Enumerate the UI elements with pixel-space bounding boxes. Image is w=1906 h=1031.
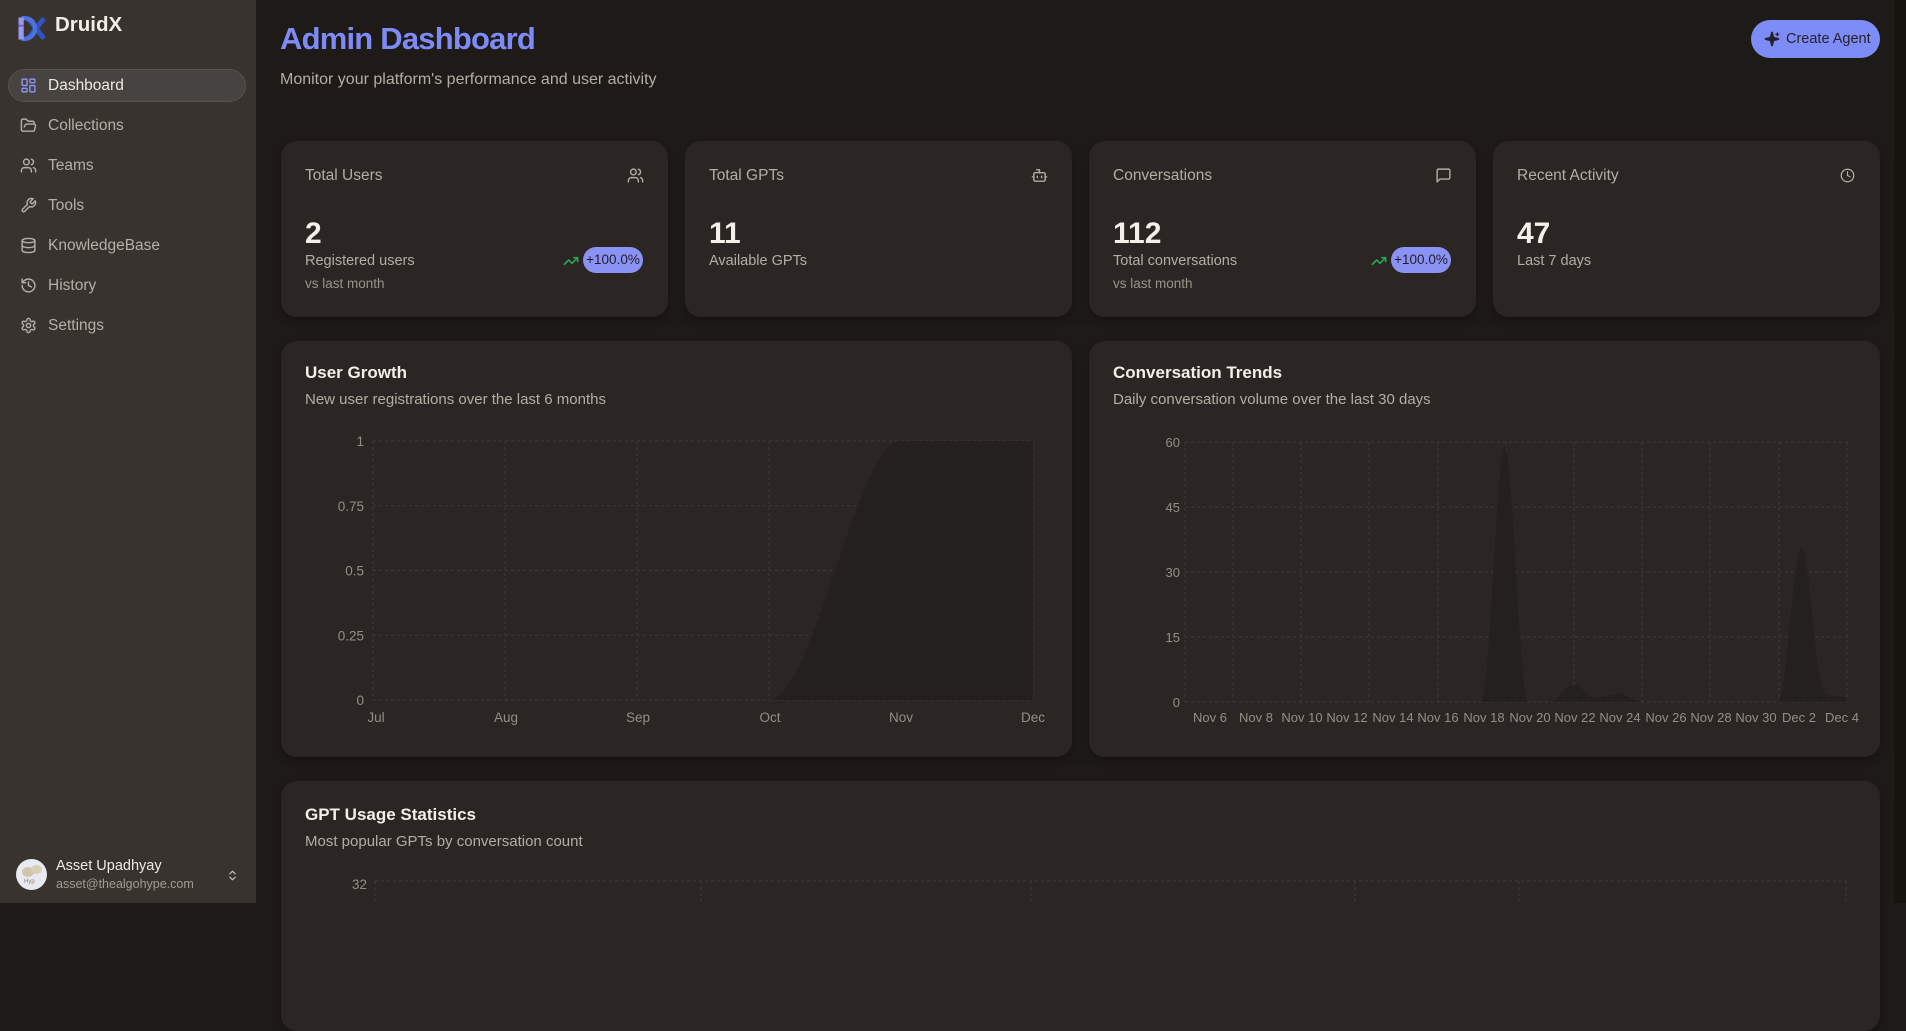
svg-text:Jul: Jul xyxy=(367,710,384,725)
svg-text:Aug: Aug xyxy=(494,710,518,725)
svg-text:Nov 16: Nov 16 xyxy=(1417,710,1458,725)
svg-text:Oct: Oct xyxy=(759,710,780,725)
svg-text:Nov 6: Nov 6 xyxy=(1193,710,1227,725)
svg-text:0.5: 0.5 xyxy=(345,564,364,579)
svg-text:Sep: Sep xyxy=(626,710,650,725)
svg-text:Nov 18: Nov 18 xyxy=(1463,710,1504,725)
svg-text:30: 30 xyxy=(1166,565,1180,580)
svg-text:0: 0 xyxy=(1173,695,1180,710)
svg-text:Nov 10: Nov 10 xyxy=(1281,710,1322,725)
svg-text:Nov 26: Nov 26 xyxy=(1645,710,1686,725)
svg-text:60: 60 xyxy=(1166,435,1180,450)
svg-text:Dec 2: Dec 2 xyxy=(1782,710,1816,725)
svg-text:Nov 30: Nov 30 xyxy=(1735,710,1776,725)
svg-text:Dec: Dec xyxy=(1021,710,1045,725)
svg-text:0.25: 0.25 xyxy=(338,628,364,643)
svg-text:Nov: Nov xyxy=(889,710,913,725)
svg-text:0: 0 xyxy=(356,693,364,708)
svg-text:45: 45 xyxy=(1166,500,1180,515)
svg-text:Nov 28: Nov 28 xyxy=(1690,710,1731,725)
svg-text:32: 32 xyxy=(352,877,367,892)
svg-text:0.75: 0.75 xyxy=(338,499,364,514)
svg-text:1: 1 xyxy=(356,434,364,449)
svg-text:Nov 12: Nov 12 xyxy=(1326,710,1367,725)
svg-text:Nov 8: Nov 8 xyxy=(1239,710,1273,725)
svg-text:Nov 14: Nov 14 xyxy=(1372,710,1413,725)
svg-text:Nov 24: Nov 24 xyxy=(1599,710,1640,725)
svg-text:Nov 20: Nov 20 xyxy=(1509,710,1550,725)
svg-text:Dec 4: Dec 4 xyxy=(1825,710,1859,725)
svg-text:Nov 22: Nov 22 xyxy=(1554,710,1595,725)
svg-text:15: 15 xyxy=(1166,630,1180,645)
